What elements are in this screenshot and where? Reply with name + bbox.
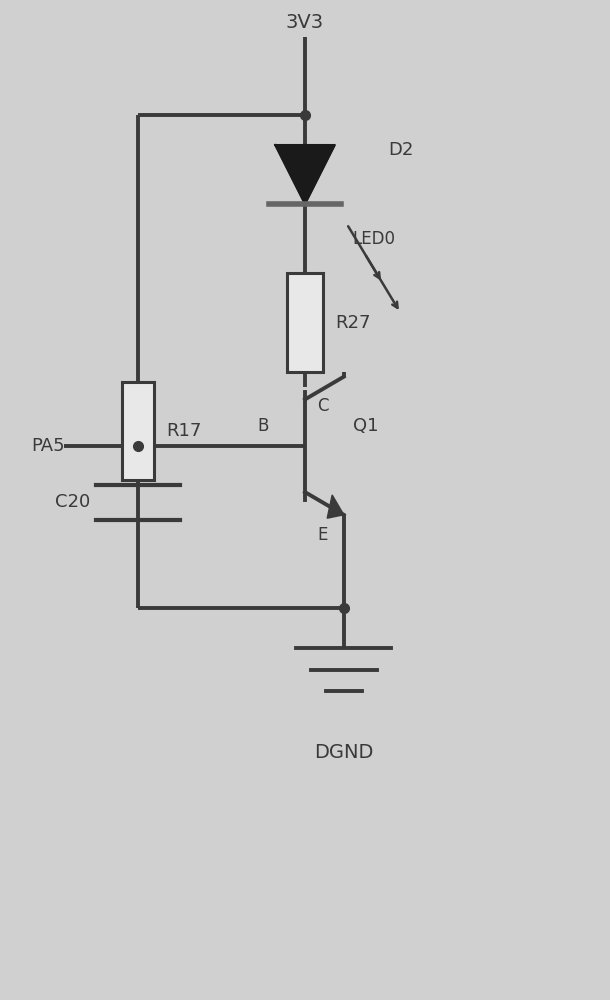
Text: B: B [258,417,269,435]
Text: C: C [317,397,328,415]
Text: E: E [317,526,328,544]
Text: Q1: Q1 [353,417,378,435]
Text: DGND: DGND [314,743,373,762]
Text: R27: R27 [335,314,370,332]
Polygon shape [275,145,335,204]
Text: R17: R17 [167,422,202,440]
Text: D2: D2 [389,141,414,159]
Bar [287,273,323,372]
Bar [122,382,154,480]
Text: LED0: LED0 [353,230,396,248]
Text: C20: C20 [55,493,90,511]
Text: PA5: PA5 [30,437,65,455]
Polygon shape [327,495,344,518]
Text: 3V3: 3V3 [286,13,324,32]
